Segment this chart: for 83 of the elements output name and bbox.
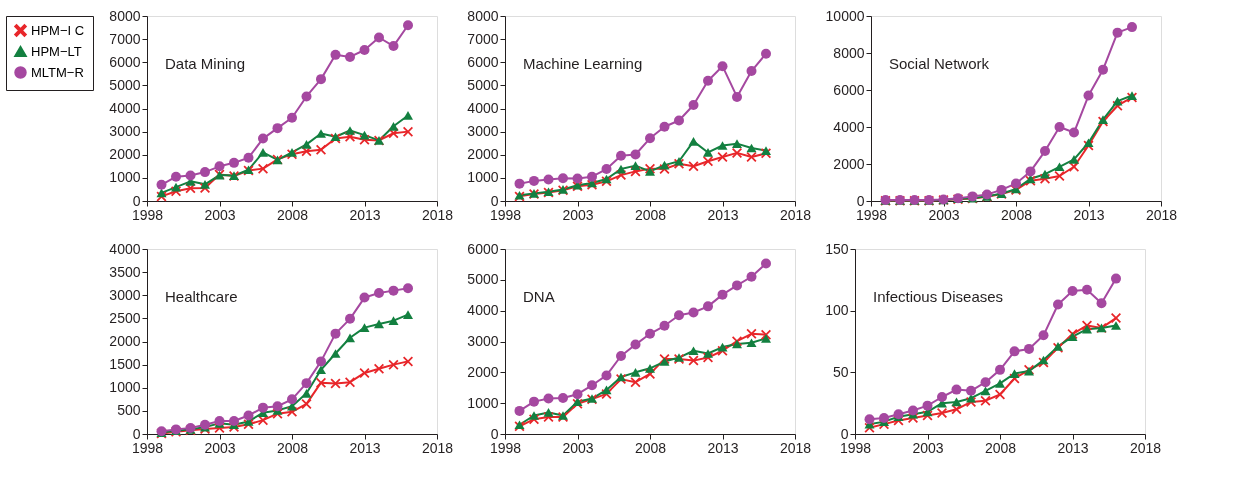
y-tick-label: 4000: [833, 118, 865, 135]
x-tick-label: 2013: [1057, 439, 1089, 456]
x-tick-label: 1998: [855, 206, 888, 223]
text: Healthcare: [165, 288, 238, 305]
y-tick-label: 0: [490, 425, 499, 442]
y-tick-label: 5000: [467, 76, 499, 93]
x-tick-label: 2008: [984, 439, 1017, 456]
y-tick-label: 0: [490, 192, 499, 209]
x-tick-label: 2008: [276, 206, 309, 223]
x-tick-label: 2008: [634, 206, 667, 223]
x-tick-label: 2013: [349, 206, 381, 223]
y-tick-label: 3000: [109, 123, 141, 140]
y-tick-label: 8000: [467, 7, 499, 24]
x-tick-label: 2003: [562, 206, 594, 223]
text: Infectious Diseases: [873, 288, 1004, 305]
y-tick-label: 6000: [467, 240, 499, 257]
x-tick-label: 1998: [131, 439, 164, 456]
y-tick-label: 3000: [467, 123, 499, 140]
legend-label: MLTM−R: [31, 64, 84, 80]
x-tick-label: 1998: [839, 439, 872, 456]
y-tick-label: 500: [117, 402, 141, 419]
y-tick-label: 6000: [833, 81, 865, 98]
x-tick-label: 2003: [928, 206, 960, 223]
x-tick-label: 2003: [912, 439, 944, 456]
y-tick-label: 0: [132, 425, 141, 442]
y-tick-label: 1000: [109, 169, 141, 186]
x-tick-label: 2003: [204, 439, 236, 456]
y-tick-label: 150: [825, 240, 849, 257]
y-tick-label: 0: [132, 192, 141, 209]
y-tick-label: 6000: [109, 53, 141, 70]
y-tick-label: 1000: [109, 379, 141, 396]
x-tick-label: 2008: [634, 439, 667, 456]
y-tick-label: 4000: [109, 240, 141, 257]
y-tick-label: 5000: [109, 76, 141, 93]
x-tick-label: 2008: [276, 439, 309, 456]
y-tick-label: 100: [825, 302, 849, 319]
y-tick-label: 1000: [467, 169, 499, 186]
x-tick-label: 2013: [349, 439, 381, 456]
x-tick-label: 2013: [1073, 206, 1105, 223]
y-tick-label: 7000: [467, 30, 499, 47]
x-tick-label: 2018: [421, 439, 454, 456]
y-tick-label: 1500: [109, 356, 141, 373]
y-tick-label: 3000: [109, 286, 141, 303]
y-tick-label: 5000: [467, 271, 499, 288]
y-tick-label: 0: [856, 192, 865, 209]
legend-label: HPM−I C: [31, 22, 85, 38]
x-tick-label: 2018: [779, 206, 812, 223]
y-tick-label: 1000: [467, 394, 499, 411]
y-tick-label: 8000: [109, 7, 141, 24]
x-tick-label: 2013: [707, 439, 739, 456]
text: DNA: [523, 288, 555, 305]
y-tick-label: 2000: [467, 363, 499, 380]
y-tick-label: 0: [840, 425, 849, 442]
x-tick-label: 1998: [489, 439, 522, 456]
x-tick-label: 2003: [562, 439, 594, 456]
x-tick-label: 1998: [131, 206, 164, 223]
y-tick-label: 3000: [467, 333, 499, 349]
x-tick-label: 2018: [421, 206, 454, 223]
y-tick-label: 4000: [467, 100, 499, 116]
legend-label: HPM−LT: [31, 43, 82, 59]
x-tick-label: 2018: [1145, 206, 1178, 223]
text: Social Network: [889, 55, 990, 72]
x-tick-label: 2018: [779, 439, 812, 456]
x-tick-label: 1998: [489, 206, 522, 223]
y-tick-label: 2000: [109, 333, 141, 349]
y-tick-label: 8000: [833, 44, 865, 61]
text: Data Mining: [165, 55, 246, 72]
x-tick-label: 2013: [707, 206, 739, 223]
y-tick-label: 7000: [109, 30, 141, 47]
y-tick-label: 2000: [467, 146, 499, 163]
x-tick-label: 2018: [1129, 439, 1162, 456]
x-tick-label: 2003: [204, 206, 236, 223]
y-tick-label: 4000: [109, 100, 141, 116]
y-tick-label: 3500: [109, 263, 141, 280]
text: Machine Learning: [523, 55, 643, 72]
y-tick-label: 2500: [109, 309, 141, 326]
y-tick-label: 10000: [825, 7, 865, 24]
y-tick-label: 6000: [467, 53, 499, 70]
y-tick-label: 50: [832, 363, 849, 380]
y-tick-label: 2000: [109, 146, 141, 163]
y-tick-label: 4000: [467, 302, 499, 319]
x-tick-label: 2008: [1000, 206, 1033, 223]
y-tick-label: 2000: [833, 155, 865, 172]
